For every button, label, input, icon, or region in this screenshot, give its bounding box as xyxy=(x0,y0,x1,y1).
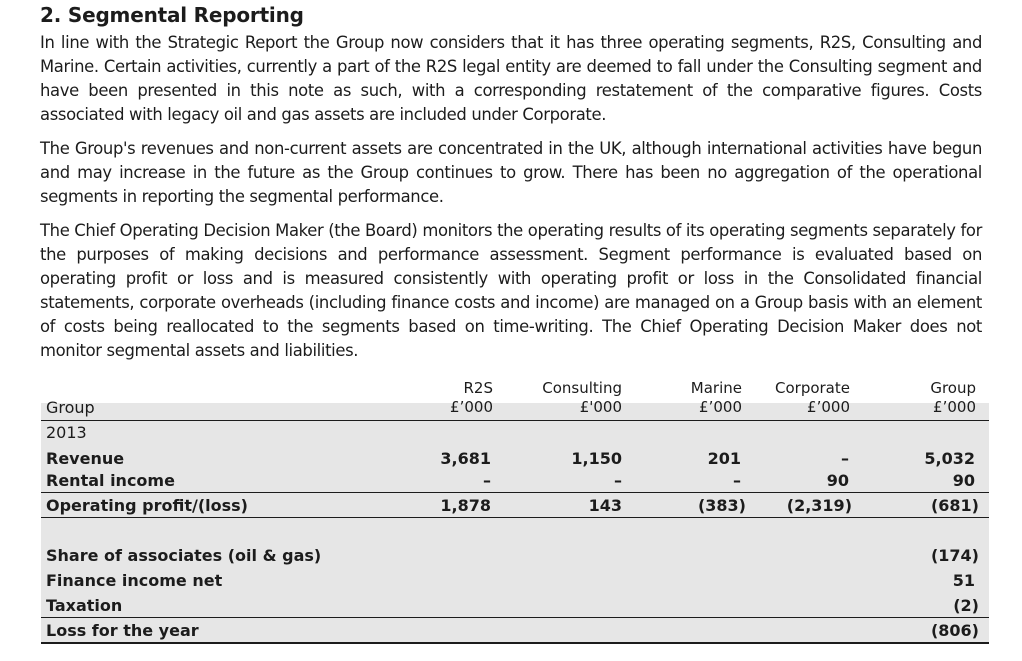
col-header-group: Group £’000 xyxy=(930,379,976,416)
row-header-group: Group xyxy=(46,398,95,417)
row-label-rental-income: Rental income xyxy=(46,471,175,490)
col-header-consulting: Consulting £'000 xyxy=(542,379,622,416)
value-r2s-revenue: 3,681 xyxy=(440,449,491,468)
value-corporate-revenue: – xyxy=(841,449,849,468)
header-rule xyxy=(41,420,989,421)
paragraph-decision-maker: The Chief Operating Decision Maker (the … xyxy=(40,221,982,360)
col-header-r2s: R2S £’000 xyxy=(450,379,493,416)
value-group-operating: (681) xyxy=(930,496,979,515)
value-r2s-rental: – xyxy=(483,471,491,490)
total-rule-top xyxy=(41,617,989,618)
value-marine-revenue: 201 xyxy=(707,449,741,468)
value-group-revenue: 5,032 xyxy=(924,449,975,468)
value-marine-operating: (383) xyxy=(697,496,746,515)
operating-rule-top xyxy=(41,492,989,493)
value-taxation: (2) xyxy=(953,596,979,615)
total-rule-bottom xyxy=(41,642,989,644)
value-corporate-rental: 90 xyxy=(826,471,849,490)
value-consulting-revenue: 1,150 xyxy=(571,449,622,468)
col-header-corporate: Corporate £’000 xyxy=(775,379,850,416)
row-label-share-of-associates: Share of associates (oil & gas) xyxy=(46,546,322,565)
row-label-loss-for-year: Loss for the year xyxy=(46,621,199,640)
operating-rule-bottom xyxy=(41,517,989,518)
value-marine-rental: – xyxy=(733,471,741,490)
value-loss-for-year: (806) xyxy=(930,621,979,640)
section-heading: 2. Segmental Reporting xyxy=(40,3,304,27)
row-label-revenue: Revenue xyxy=(46,449,125,468)
value-corporate-operating: (2,319) xyxy=(786,496,852,515)
row-label-operating-profit: Operating profit/(loss) xyxy=(46,496,248,515)
table-shade-summary xyxy=(41,541,989,644)
value-finance-income: 51 xyxy=(952,571,975,590)
year-label: 2013 xyxy=(46,423,87,442)
row-label-finance-income: Finance income net xyxy=(46,571,223,590)
value-consulting-operating: 143 xyxy=(588,496,622,515)
table-shade-main xyxy=(41,403,989,545)
segment-table: R2S £’000 Consulting £'000 Marine £’000 Cor… xyxy=(41,376,989,646)
row-label-taxation: Taxation xyxy=(46,596,123,615)
paragraph-segments: In line with the Strategic Report the Gr… xyxy=(40,33,982,124)
value-group-rental: 90 xyxy=(952,471,975,490)
value-r2s-operating: 1,878 xyxy=(440,496,491,515)
paragraph-revenues: The Group's revenues and non-current ass… xyxy=(40,139,982,206)
value-share-of-associates: (174) xyxy=(930,546,979,565)
col-header-marine: Marine £’000 xyxy=(690,379,742,416)
value-consulting-rental: – xyxy=(614,471,622,490)
